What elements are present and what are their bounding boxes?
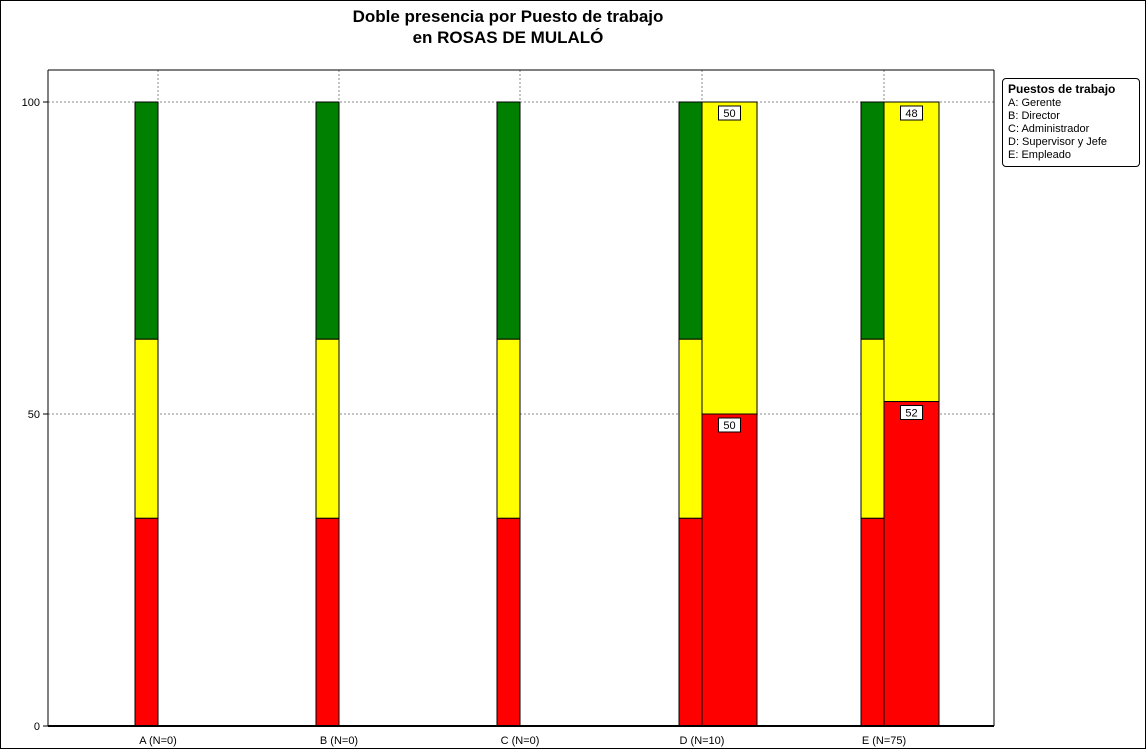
legend-item: D: Supervisor y Jefe bbox=[1008, 136, 1108, 148]
bar-segment-red bbox=[701, 413, 758, 727]
reference-bar-segment-yellow bbox=[678, 338, 703, 519]
reference-bar-segment-green bbox=[315, 101, 340, 340]
x-tick-label: B (N=0) bbox=[320, 735, 358, 747]
data-label-box bbox=[718, 105, 741, 121]
reference-bar-segment-yellow bbox=[315, 338, 340, 519]
y-tick-label: 0 bbox=[34, 721, 40, 733]
reference-bar-segment-red bbox=[860, 517, 885, 727]
reference-bar-segment-red bbox=[134, 517, 159, 727]
reference-bar-segment-green bbox=[678, 101, 703, 340]
data-label-box bbox=[900, 405, 923, 421]
legend-item: B: Director bbox=[1008, 110, 1060, 122]
bar-segment-yellow bbox=[883, 101, 940, 403]
data-label-box bbox=[718, 417, 741, 433]
y-tick-label: 50 bbox=[28, 409, 40, 421]
chart-title-line-2: en ROSAS DE MULALÓ bbox=[412, 28, 604, 47]
legend-item: A: Gerente bbox=[1008, 97, 1062, 109]
reference-bar-segment-red bbox=[678, 517, 703, 727]
plot-area bbox=[48, 70, 994, 726]
legend-item: C: Administrador bbox=[1008, 123, 1090, 135]
bar-segment-yellow bbox=[701, 101, 758, 415]
reference-bar-segment-red bbox=[315, 517, 340, 727]
reference-bar-segment-yellow bbox=[860, 338, 885, 519]
data-label-box bbox=[900, 105, 923, 121]
reference-bar-segment-green bbox=[496, 101, 521, 340]
reference-bar-segment-yellow bbox=[496, 338, 521, 519]
reference-bar-segment-green bbox=[134, 101, 159, 340]
bar-segment-red bbox=[883, 401, 940, 727]
chart-title: Doble presencia por Puesto de trabajo en… bbox=[0, 6, 1016, 48]
x-tick-label: A (N=0) bbox=[139, 735, 177, 747]
x-tick-label: C (N=0) bbox=[501, 735, 540, 747]
chart-legend: Puestos de trabajo A: Gerente B: Directo… bbox=[1002, 78, 1140, 167]
y-tick-label: 100 bbox=[22, 97, 40, 109]
legend-title: Puestos de trabajo bbox=[1008, 82, 1116, 96]
reference-bar-segment-green bbox=[860, 101, 885, 340]
reference-bar-segment-yellow bbox=[134, 338, 159, 519]
data-label: 50 bbox=[723, 420, 735, 432]
data-label: 52 bbox=[905, 408, 917, 420]
data-label: 50 bbox=[723, 108, 735, 120]
legend-item: E: Empleado bbox=[1008, 149, 1071, 161]
chart-title-line-1: Doble presencia por Puesto de trabajo bbox=[352, 7, 664, 26]
reference-bar-segment-red bbox=[496, 517, 521, 727]
x-tick-label: E (N=75) bbox=[862, 735, 906, 747]
data-label: 48 bbox=[905, 108, 917, 120]
x-tick-label: D (N=10) bbox=[680, 735, 725, 747]
